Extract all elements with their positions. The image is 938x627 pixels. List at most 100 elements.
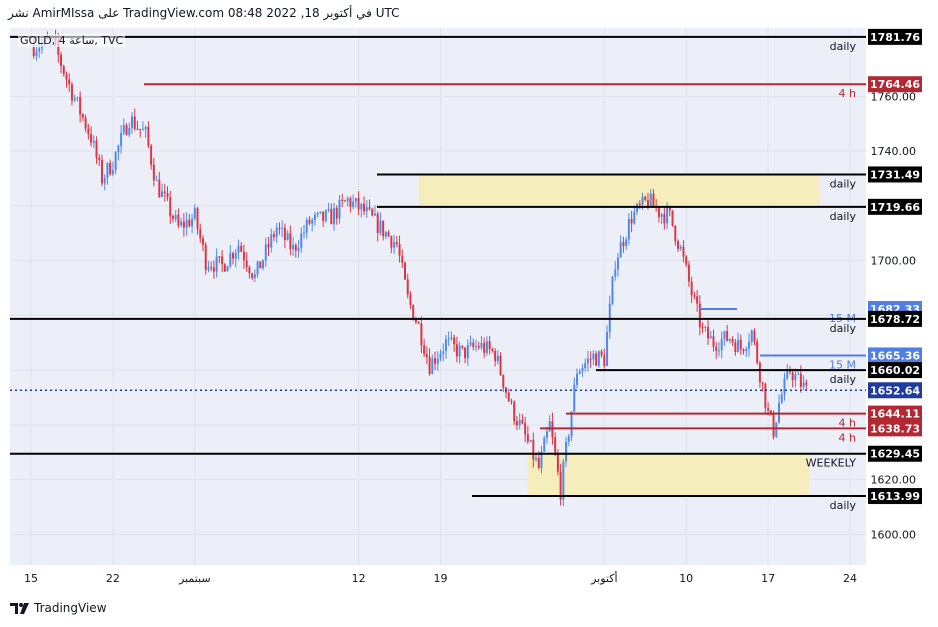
- candle-body[interactable]: [330, 208, 333, 225]
- candle-body[interactable]: [715, 346, 718, 351]
- candle-body[interactable]: [111, 170, 114, 175]
- candle-body[interactable]: [745, 348, 748, 352]
- candle-body[interactable]: [259, 261, 262, 269]
- candle-body[interactable]: [556, 454, 559, 472]
- candle-body[interactable]: [245, 260, 248, 268]
- candle-body[interactable]: [207, 267, 210, 270]
- candle-body[interactable]: [600, 351, 603, 356]
- candle-body[interactable]: [341, 199, 344, 201]
- candle-body[interactable]: [450, 337, 453, 339]
- candle-body[interactable]: [477, 346, 480, 348]
- candle-body[interactable]: [742, 349, 745, 352]
- candle-body[interactable]: [417, 322, 420, 324]
- price-label-box[interactable]: [868, 28, 922, 45]
- candle-body[interactable]: [562, 461, 565, 500]
- candle-body[interactable]: [614, 269, 617, 277]
- candle-body[interactable]: [32, 47, 35, 57]
- candle-body[interactable]: [376, 213, 379, 234]
- candle-body[interactable]: [158, 179, 161, 197]
- price-label-box[interactable]: [868, 347, 922, 364]
- candle-body[interactable]: [338, 199, 341, 219]
- candle-body[interactable]: [726, 331, 729, 341]
- price-label-box[interactable]: [868, 198, 922, 215]
- candle-body[interactable]: [182, 221, 185, 228]
- candle-body[interactable]: [256, 261, 259, 275]
- candle-body[interactable]: [753, 330, 756, 342]
- price-label-box[interactable]: [868, 310, 922, 327]
- candle-body[interactable]: [436, 358, 439, 364]
- candle-body[interactable]: [646, 200, 649, 207]
- candle-body[interactable]: [412, 304, 415, 320]
- candle-body[interactable]: [343, 200, 346, 202]
- candle-body[interactable]: [38, 48, 41, 52]
- candle-body[interactable]: [532, 440, 535, 460]
- tradingview-logo-icon[interactable]: [10, 601, 30, 615]
- candle-body[interactable]: [139, 128, 142, 130]
- candle-body[interactable]: [644, 196, 647, 201]
- candle-body[interactable]: [805, 382, 808, 386]
- candle-body[interactable]: [616, 257, 619, 270]
- candle-body[interactable]: [349, 198, 352, 208]
- candle-body[interactable]: [218, 256, 221, 258]
- candle-body[interactable]: [128, 127, 131, 135]
- candle-body[interactable]: [453, 337, 456, 345]
- candle-body[interactable]: [652, 193, 655, 207]
- price-label-box[interactable]: [868, 405, 922, 422]
- candle-body[interactable]: [393, 242, 396, 248]
- candle-body[interactable]: [488, 341, 491, 350]
- candle-body[interactable]: [786, 369, 789, 379]
- candle-body[interactable]: [685, 256, 688, 265]
- candle-body[interactable]: [174, 214, 177, 219]
- candle-body[interactable]: [630, 218, 633, 224]
- candle-body[interactable]: [267, 244, 270, 248]
- candle-body[interactable]: [802, 382, 805, 387]
- candle-body[interactable]: [324, 210, 327, 221]
- candle-body[interactable]: [682, 246, 685, 257]
- supply-demand-zone[interactable]: [418, 174, 820, 207]
- candle-body[interactable]: [581, 368, 584, 372]
- candle-body[interactable]: [262, 260, 265, 269]
- price-scale[interactable]: [866, 28, 938, 565]
- candle-body[interactable]: [316, 213, 319, 215]
- candle-body[interactable]: [193, 208, 196, 219]
- candle-body[interactable]: [251, 273, 254, 278]
- candle-body[interactable]: [201, 238, 204, 245]
- candle-body[interactable]: [731, 338, 734, 343]
- candle-body[interactable]: [423, 345, 426, 355]
- candle-body[interactable]: [499, 355, 502, 375]
- candle-body[interactable]: [125, 125, 128, 135]
- candle-body[interactable]: [606, 332, 609, 367]
- candle-body[interactable]: [73, 98, 76, 101]
- candle-body[interactable]: [638, 203, 641, 205]
- candle-body[interactable]: [494, 350, 497, 362]
- candle-body[interactable]: [117, 145, 120, 153]
- candle-body[interactable]: [65, 74, 68, 80]
- candle-body[interactable]: [526, 434, 529, 442]
- candle-body[interactable]: [90, 134, 93, 143]
- candle-body[interactable]: [709, 336, 712, 339]
- candle-body[interactable]: [797, 373, 800, 375]
- candle-body[interactable]: [728, 338, 731, 341]
- candle-body[interactable]: [141, 129, 144, 131]
- candle-body[interactable]: [363, 203, 366, 212]
- candle-body[interactable]: [758, 362, 761, 383]
- candle-body[interactable]: [747, 341, 750, 349]
- candle-body[interactable]: [696, 296, 699, 304]
- candle-body[interactable]: [76, 97, 79, 99]
- candle-body[interactable]: [502, 374, 505, 388]
- candle-body[interactable]: [333, 208, 336, 225]
- candle-body[interactable]: [625, 239, 628, 247]
- candle-body[interactable]: [693, 295, 696, 297]
- candle-body[interactable]: [180, 221, 183, 226]
- price-label-box[interactable]: [868, 76, 922, 93]
- candle-body[interactable]: [382, 220, 385, 237]
- time-scale[interactable]: [10, 565, 866, 593]
- candle-body[interactable]: [660, 213, 663, 217]
- candle-body[interactable]: [723, 331, 726, 340]
- candle-body[interactable]: [303, 232, 305, 234]
- candle-body[interactable]: [292, 245, 295, 250]
- candle-body[interactable]: [649, 193, 652, 207]
- candle-body[interactable]: [515, 421, 518, 426]
- candle-body[interactable]: [428, 356, 431, 375]
- candle-body[interactable]: [597, 351, 600, 366]
